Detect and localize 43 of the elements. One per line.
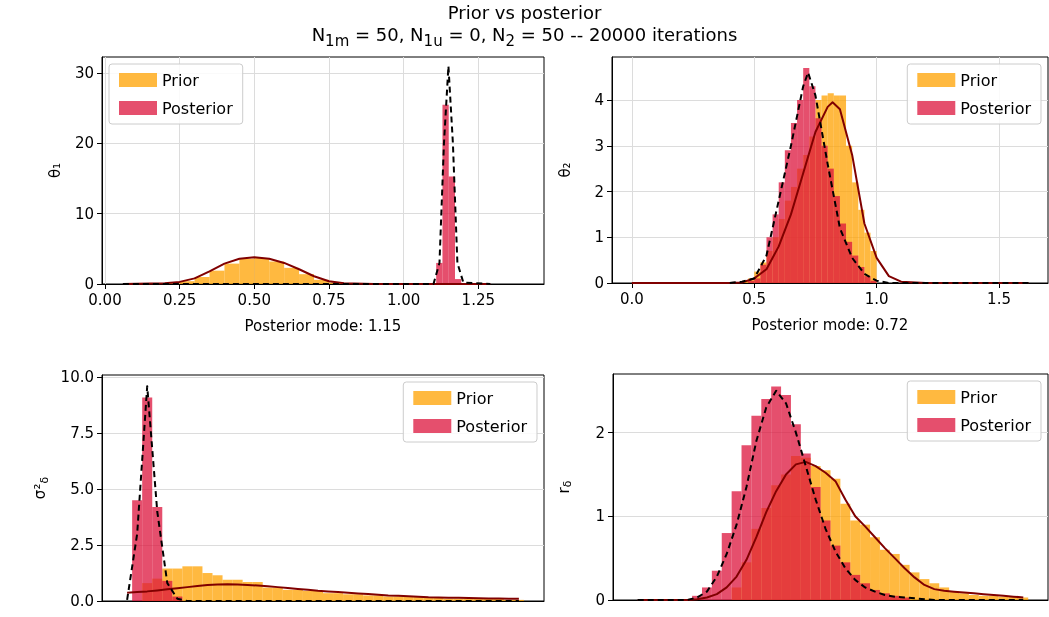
y-tick-label: 5.0	[70, 480, 94, 499]
legend-label: Prior	[456, 388, 494, 408]
y-tick-label: 0	[84, 275, 94, 293]
y-tick-label: 30	[74, 64, 94, 83]
x-tick-label: 0.25	[162, 290, 197, 309]
y-tick-label: 0	[594, 274, 604, 292]
x-tick-label: 1.00	[386, 290, 421, 309]
chart-subtitle: N$_{1m}$ = 50, N$_{1u}$ = 0, N$_{2}$ = 50 -- 20000 iterations	[310, 24, 739, 52]
x-tick-label: 1.0	[864, 289, 889, 308]
x-tick-label: 0.0	[619, 289, 644, 308]
legend-label: Prior	[960, 387, 998, 407]
y-tick-label: 1	[595, 507, 605, 526]
legend-label: Posterior	[960, 415, 1032, 435]
y-tick-label: 4	[594, 91, 604, 109]
chart-title: Prior vs posterior	[446, 2, 603, 24]
y-axis-title: θ₁	[45, 162, 64, 179]
y-tick-label: 2	[594, 182, 604, 201]
y-tick-label: 10.0	[60, 368, 94, 387]
legend-label: Prior	[162, 70, 200, 90]
legend-label: Posterior	[162, 98, 234, 118]
y-axis-title: rδ	[554, 480, 574, 494]
x-tick-label: 0.5	[742, 289, 767, 308]
legend-label: Posterior	[456, 416, 528, 436]
x-tick-label: 1.5	[987, 289, 1011, 308]
x-tick-label: 1.25	[461, 290, 495, 309]
x-axis-title: Posterior mode: 1.15	[244, 316, 402, 335]
y-tick-label: 10	[74, 204, 94, 223]
y-tick-label: 2	[595, 423, 605, 442]
y-tick-label: 20	[74, 134, 94, 153]
y-tick-label: 1	[594, 228, 604, 247]
x-tick-label: 0.75	[312, 290, 346, 309]
legend-label: Prior	[960, 70, 998, 90]
y-tick-label: 3	[594, 136, 604, 155]
y-tick-label: 0	[595, 591, 605, 609]
x-tick-label: 0.50	[237, 290, 272, 309]
y-axis-title: θ₂	[555, 162, 574, 178]
legend-label: Posterior	[960, 98, 1032, 118]
y-tick-label: 0.0	[70, 592, 94, 610]
x-tick-label: 0.00	[88, 290, 122, 309]
x-axis-title: Posterior mode: 0.72	[751, 315, 909, 334]
y-tick-label: 7.5	[70, 424, 94, 443]
y-tick-label: 2.5	[70, 536, 94, 555]
y-axis-title: σ²δ	[31, 476, 51, 500]
